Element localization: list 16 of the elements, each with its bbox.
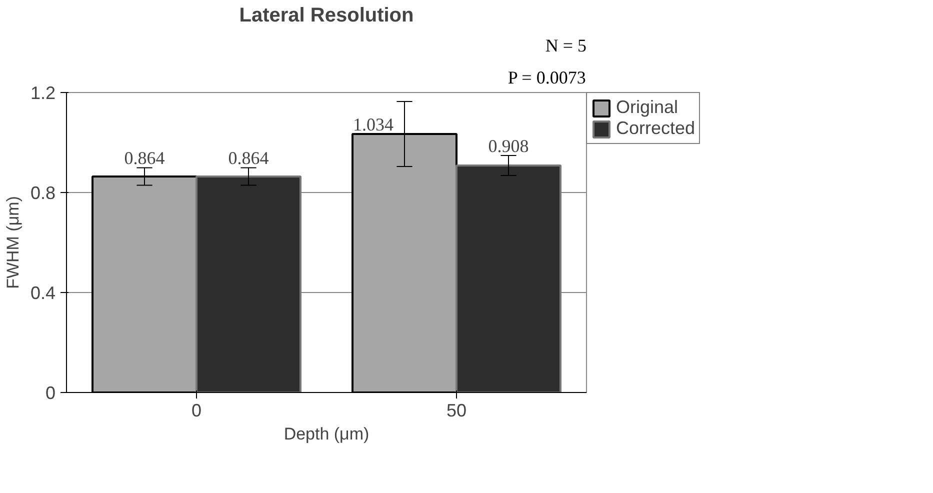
- x-tick-label: 50: [446, 400, 467, 420]
- y-tick-label: 0.8: [30, 183, 56, 203]
- legend-label: Corrected: [616, 118, 696, 139]
- legend-label: Original: [616, 97, 678, 118]
- data-label: 1.034: [353, 114, 394, 134]
- data-label: 0.908: [488, 136, 529, 156]
- chart-title: Lateral Resolution: [239, 4, 414, 26]
- text: P = 0.0073: [508, 68, 586, 88]
- y-tick-label: 0.4: [30, 283, 56, 303]
- data-label: 0.864: [228, 148, 269, 168]
- y-axis-title: FWHM (μm): [3, 196, 22, 289]
- y-tick-label: 0: [45, 383, 56, 403]
- y-tick-label: 1.2: [30, 83, 56, 103]
- x-axis-title: Depth (μm): [284, 424, 370, 444]
- data-label: 0.864: [124, 148, 165, 168]
- text: N = 5: [545, 36, 587, 56]
